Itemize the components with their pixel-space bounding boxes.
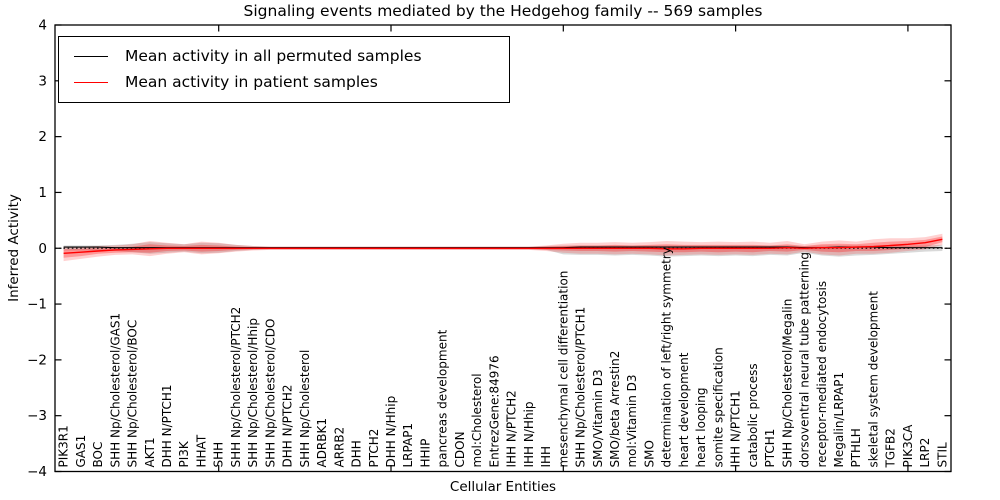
y-tick-label: 0 (38, 241, 47, 257)
x-category-label: AKT1 (143, 437, 157, 467)
x-category-label: PIK3CA (901, 424, 915, 468)
x-category-label: DHH (350, 440, 364, 467)
x-category-label: DHH N/Hhip (384, 396, 398, 468)
x-category-label: DHH N/PTCH1 (160, 384, 174, 467)
x-axis-title: Cellular Entities (449, 479, 557, 495)
x-category-label: PTCH1 (763, 429, 777, 468)
x-category-label: Megalin/LRPAP1 (832, 372, 846, 468)
x-category-label: SMO/Vitamin D3 (591, 369, 605, 467)
x-category-label: IHH (539, 446, 553, 468)
x-category-label: pancreas development (436, 329, 450, 467)
legend-label-permuted: Mean activity in all permuted samples (125, 47, 422, 65)
x-category-label: SHH Np/Cholesterol/PTCH2 (229, 307, 243, 468)
y-tick-label: −4 (27, 464, 47, 480)
y-axis-title: Inferred Activity (6, 194, 22, 302)
permuted-line-sample-icon (74, 55, 108, 57)
x-category-label: SMO/beta Arrestin2 (608, 351, 622, 468)
x-category-label: TGFB2 (884, 428, 898, 468)
x-category-label: SMO (642, 440, 656, 467)
x-category-label: skeletal system development (866, 291, 880, 468)
x-category-label: SHH Np/Cholesterol/CDO (263, 319, 277, 468)
x-category-label: EntrezGene:84976 (487, 355, 501, 467)
y-tick-label: 4 (38, 18, 47, 34)
x-category-label: somite specification (711, 347, 725, 467)
patient-mean-line (63, 238, 943, 254)
x-category-label: SHH Np/Cholesterol (298, 350, 312, 468)
patient-range-inner-band (63, 236, 943, 258)
x-category-label: STIL (935, 442, 949, 467)
legend-label-patient: Mean activity in patient samples (125, 73, 378, 91)
x-category-label: mol:Cholesterol (470, 373, 484, 467)
y-tick-label: −3 (27, 408, 47, 424)
x-category-label: SHH Np/Cholesterol/Hhip (246, 318, 260, 467)
y-tick-label: 1 (38, 185, 47, 201)
x-category-label: ARRB2 (332, 427, 346, 468)
chart-title: Signaling events mediated by the Hedgeho… (243, 2, 763, 20)
x-category-label: ADRBK1 (315, 418, 329, 468)
x-category-label: catabolic process (746, 363, 760, 467)
x-category-label: receptor-mediated endocytosis (815, 281, 829, 468)
x-category-label: DHH N/PTCH2 (281, 384, 295, 467)
x-category-label: heart development (677, 352, 691, 467)
x-category-label: mesenchymal cell differentiation (556, 271, 570, 468)
x-category-label: BOC (91, 442, 105, 468)
x-category-label: SHH Np/Cholesterol/PTCH1 (574, 307, 588, 468)
y-tick-label: 2 (38, 129, 47, 145)
patient-line-sample-icon (74, 81, 108, 83)
x-category-label: LRP2 (918, 438, 932, 468)
x-category-label: PI3K (177, 440, 191, 467)
x-category-label: LRPAP1 (401, 423, 415, 468)
y-tick-label: 3 (38, 73, 47, 89)
x-category-label: mol:Vitamin D3 (625, 374, 639, 467)
x-category-label: SHH Np/Cholesterol/Megalin (780, 299, 794, 468)
y-tick-label: −1 (27, 297, 47, 313)
legend-entry-patient: Mean activity in patient samples (59, 69, 509, 95)
x-category-label: GAS1 (74, 435, 88, 468)
x-category-label: PTCH2 (367, 429, 381, 468)
x-category-label: SHH (212, 442, 226, 468)
x-category-label: SHH Np/Cholesterol/BOC (126, 320, 140, 468)
x-category-label: PTHLH (849, 428, 863, 467)
x-category-label: IHH N/Hhip (522, 402, 536, 468)
x-category-label: HHAT (194, 434, 208, 467)
x-category-label: SHH Np/Cholesterol/GAS1 (108, 313, 122, 468)
y-tick-label: −2 (27, 352, 47, 368)
x-category-label: PIK3R1 (57, 425, 71, 467)
x-category-label: dorsoventral neural tube patterning (798, 252, 812, 468)
legend-entry-permuted: Mean activity in all permuted samples (59, 43, 509, 69)
permuted-range-band (63, 242, 943, 257)
x-category-label: determination of left/right symmetry (660, 247, 674, 467)
x-category-label: HHIP (418, 439, 432, 468)
x-category-label: CDON (453, 431, 467, 467)
legend: Mean activity in all permuted samples Me… (58, 36, 510, 103)
x-category-label: heart looping (694, 388, 708, 468)
x-category-label: IHH N/PTCH2 (505, 390, 519, 467)
x-category-label: IHH N/PTCH1 (729, 390, 743, 467)
